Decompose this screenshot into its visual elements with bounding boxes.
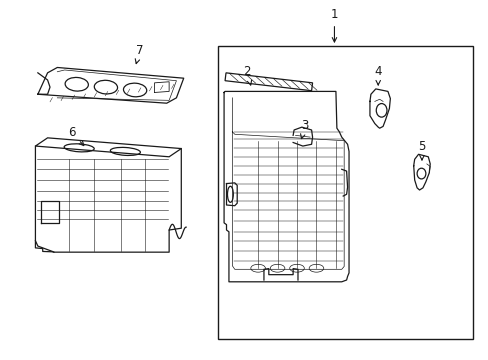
- Text: 2: 2: [243, 65, 251, 85]
- Text: 4: 4: [374, 65, 381, 85]
- Text: 1: 1: [330, 8, 338, 42]
- Text: 7: 7: [135, 44, 143, 64]
- Text: 3: 3: [300, 119, 308, 139]
- Bar: [217, 46, 472, 339]
- Text: 5: 5: [417, 140, 425, 160]
- Text: 6: 6: [68, 126, 83, 145]
